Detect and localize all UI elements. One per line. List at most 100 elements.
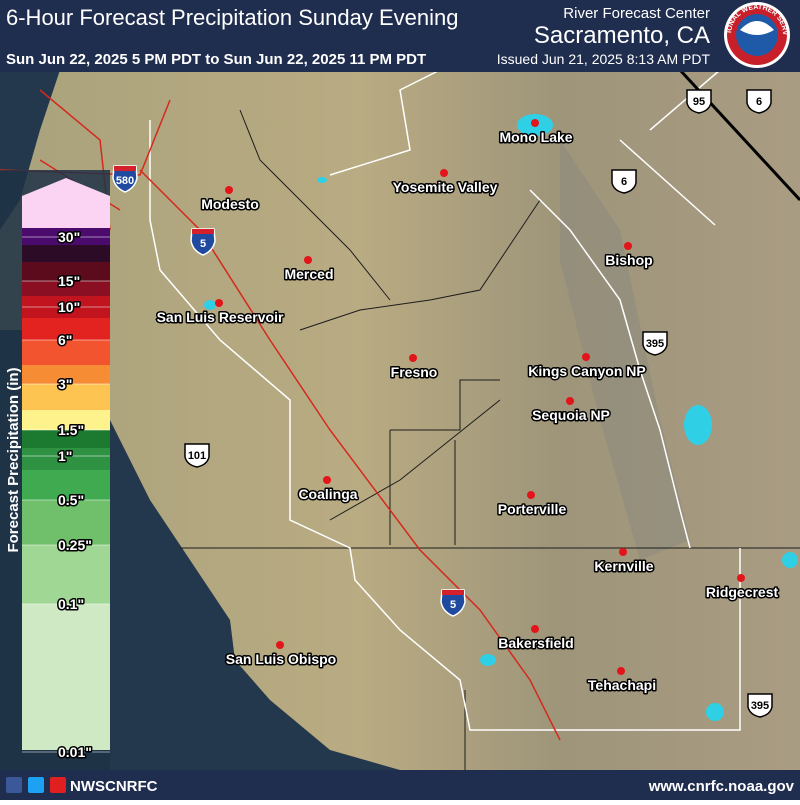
city-dot: [323, 476, 331, 484]
legend-band: [22, 448, 110, 470]
places: Mono Lake Yosemite Valley Modesto Bishop Mer…: [155, 119, 780, 695]
legend: 30" 15" 10" 6" 3" 1.5" 1" 0.5" 0.25" 0.1" 0.01": [0, 170, 110, 770]
youtube-icon[interactable]: [50, 777, 66, 793]
city-label: Bakersfield: [498, 635, 573, 651]
city-dot: [617, 667, 625, 675]
interstate-label: 580: [116, 175, 134, 187]
highways: [0, 89, 561, 741]
interstate-label: 5: [450, 599, 456, 611]
city-dot: [531, 119, 539, 127]
interstate-cap: [114, 166, 136, 171]
footer-bar: [0, 770, 800, 800]
city-dot: [527, 491, 535, 499]
city-dot: [409, 354, 417, 362]
city-dot: [619, 548, 627, 556]
legend-label: 0.5": [58, 492, 84, 508]
city-label: Bishop: [605, 252, 652, 268]
city-dot: [624, 242, 632, 250]
legend-arrow: [22, 178, 110, 228]
us-route-label: 395: [646, 338, 664, 350]
city-dot: [440, 169, 448, 177]
legend-band: [22, 340, 110, 365]
period: Sun Jun 22, 2025 5 PM PDT to Sun Jun 22,…: [6, 51, 426, 68]
legend-label: 0.01": [58, 744, 92, 760]
city-label: Coalinga: [298, 486, 357, 502]
us-shield: [747, 693, 773, 718]
county-lines: [180, 109, 800, 770]
facebook-icon[interactable]: [6, 777, 22, 793]
us-route-label: 395: [751, 700, 769, 712]
issued: Issued Jun 21, 2025 8:13 AM PDT: [497, 51, 711, 67]
legend-label: 6": [58, 332, 72, 348]
legend-label: 10": [58, 299, 80, 315]
legend-band: [22, 410, 110, 430]
office-line: River Forecast Center: [563, 5, 710, 22]
us-shield: [642, 331, 668, 356]
city-label: San Luis Reservoir: [157, 309, 284, 325]
city-dot: [531, 625, 539, 633]
legend-band: [22, 281, 110, 296]
city-dot: [215, 299, 223, 307]
city-label: Mono Lake: [499, 129, 572, 145]
sierra-shading: [560, 140, 690, 560]
legend-label: 3": [58, 376, 72, 392]
city-dot: [582, 353, 590, 361]
legend-band: [22, 545, 110, 604]
city-label: Modesto: [201, 196, 259, 212]
legend-band: [22, 228, 110, 245]
city-label: Merced: [284, 266, 333, 282]
city-dot: [304, 256, 312, 264]
interstate-shield: [190, 228, 216, 256]
city-dot: [737, 574, 745, 582]
header-bar: [0, 0, 800, 72]
city-dot: [276, 641, 284, 649]
city-label: Sequoia NP: [532, 407, 610, 423]
social-handle[interactable]: NWSCNRFC: [70, 778, 158, 795]
city-dot: [225, 186, 233, 194]
state-boundaries: [149, 69, 741, 731]
legend-title: Forecast Precipitation (in): [5, 367, 22, 552]
legend-band: [22, 262, 110, 281]
us-route-label: 101: [188, 450, 206, 462]
legend-band: [22, 245, 110, 262]
twitter-icon[interactable]: [28, 777, 44, 793]
legend-label: 1.5": [58, 422, 84, 438]
us-shield: [184, 443, 210, 468]
legend-band: [22, 384, 110, 410]
interstate-label: 5: [200, 238, 206, 250]
legend-label: 30": [58, 229, 80, 245]
legend-label: 1": [58, 448, 72, 464]
city-label: Ridgecrest: [706, 584, 779, 600]
us-route-label: 6: [756, 96, 762, 108]
city-label: Yosemite Valley: [393, 179, 498, 195]
legend-band: [22, 604, 110, 750]
us-route-label: 6: [621, 176, 627, 188]
interstate-shield: [440, 589, 466, 617]
legend-band: [22, 470, 110, 500]
interstate-cap: [192, 229, 214, 234]
legend-label: 0.25": [58, 537, 92, 553]
website[interactable]: www.cnrfc.noaa.gov: [648, 778, 795, 795]
legend-band: [22, 318, 110, 340]
interstate-shield: [112, 165, 138, 193]
city-label: Fresno: [391, 364, 438, 380]
legend-band: [22, 430, 110, 448]
shields: 580 5 5 95 6 6 395 101 395: [112, 89, 773, 718]
us-shield: [611, 169, 637, 194]
city-label: Kings Canyon NP: [528, 363, 645, 379]
city-dot: [566, 397, 574, 405]
city-label: Porterville: [498, 501, 567, 517]
city-label: Kernville: [594, 558, 653, 574]
legend-label: 0.1": [58, 596, 84, 612]
legend-band: [22, 365, 110, 384]
interstate-cap: [442, 590, 464, 595]
us-shield: [686, 89, 712, 114]
us-shield: [746, 89, 772, 114]
title: 6-Hour Forecast Precipitation Sunday Eve…: [6, 5, 458, 30]
legend-band: [22, 500, 110, 545]
us-route-label: 95: [693, 96, 705, 108]
city-label: Tehachapi: [588, 677, 656, 693]
city-label: San Luis Obispo: [226, 651, 336, 667]
legend-label: 15": [58, 273, 80, 289]
